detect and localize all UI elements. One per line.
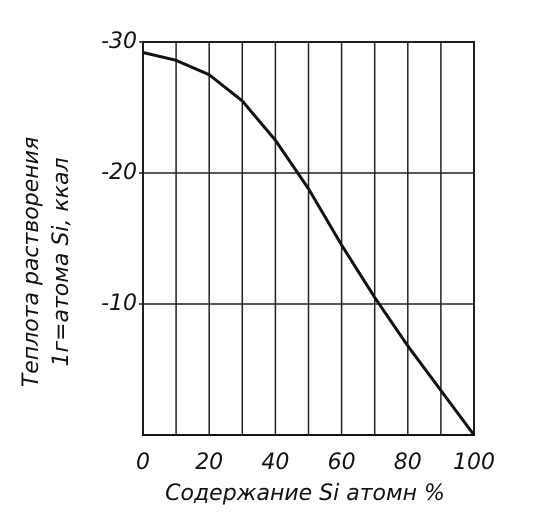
y-axis-label: 1г=атома Si, ккал: [49, 158, 74, 367]
x-tick-label: 60: [328, 450, 356, 475]
x-tick-label: 100: [453, 450, 495, 475]
x-tick-label: 40: [261, 450, 289, 475]
x-tick-label: 80: [394, 450, 422, 475]
x-axis-label: Содержание Si атомн %: [165, 481, 445, 506]
data-line: [142, 51, 476, 436]
y-tick-label: -10: [101, 291, 137, 316]
y-axis-label: Теплота растворения: [19, 137, 44, 387]
y-tick-label: -20: [101, 160, 137, 185]
y-tick-label: -30: [101, 29, 137, 54]
x-tick-label: 0: [136, 450, 150, 475]
x-tick-label: 20: [195, 450, 223, 475]
